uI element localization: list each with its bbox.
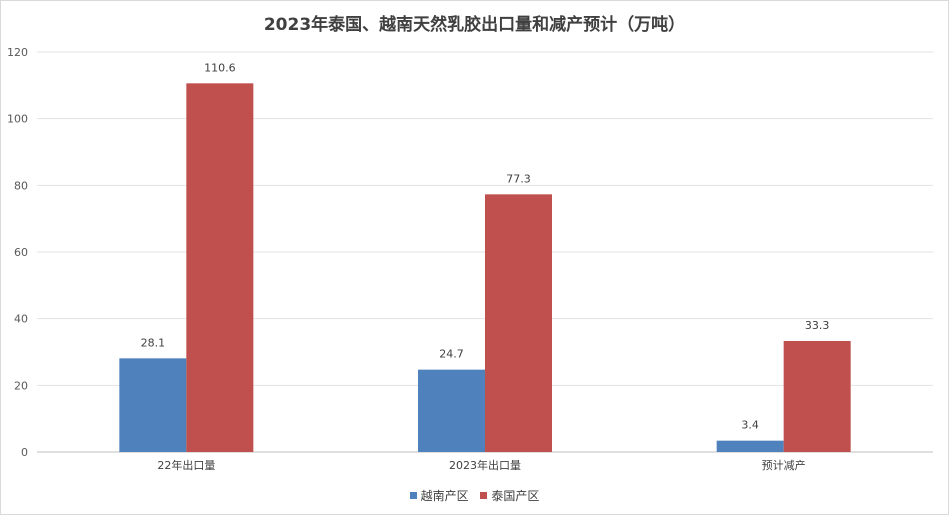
data-label: 33.3	[805, 319, 830, 332]
data-label: 77.3	[506, 172, 531, 185]
legend-item-thailand: 泰国产区	[480, 487, 539, 504]
legend: 越南产区 泰国产区	[0, 487, 949, 504]
x-category-label: 预计减产	[762, 458, 806, 472]
bar	[418, 369, 485, 452]
bar	[783, 341, 851, 452]
legend-swatch-vietnam	[409, 492, 417, 499]
legend-label-thailand: 泰国产区	[491, 489, 540, 503]
y-tick-label: 40	[14, 313, 28, 326]
data-labels: 28.1 110.6 24.7 77.3 3.4 33.3	[141, 61, 830, 431]
data-label: 3.4	[741, 419, 759, 432]
bar	[186, 83, 254, 452]
y-axis-tick-labels: 0 20 40 60 80 100 120	[7, 46, 28, 459]
chart-title: 2023年泰国、越南天然乳胶出口量和减产预计（万吨）	[263, 15, 686, 35]
bars	[119, 83, 851, 453]
legend-label-vietnam: 越南产区	[420, 489, 469, 503]
data-label: 24.7	[439, 348, 464, 361]
y-tick-label: 120	[7, 46, 28, 59]
x-category-label: 2023年出口量	[449, 458, 521, 472]
bar	[716, 440, 784, 452]
y-tick-label: 0	[21, 446, 28, 459]
y-tick-label: 60	[14, 246, 28, 259]
data-label: 110.6	[204, 61, 236, 74]
y-tick-label: 80	[14, 179, 28, 192]
y-tick-label: 100	[7, 113, 28, 126]
y-tick-label: 20	[14, 379, 28, 392]
legend-swatch-thailand	[480, 492, 488, 499]
bar	[485, 194, 552, 453]
x-category-label: 22年出口量	[157, 458, 215, 472]
data-label: 28.1	[141, 336, 166, 349]
x-axis-category-labels: 22年出口量 2023年出口量 预计减产	[157, 458, 805, 472]
legend-item-vietnam: 越南产区	[409, 487, 469, 504]
bar	[119, 358, 187, 452]
